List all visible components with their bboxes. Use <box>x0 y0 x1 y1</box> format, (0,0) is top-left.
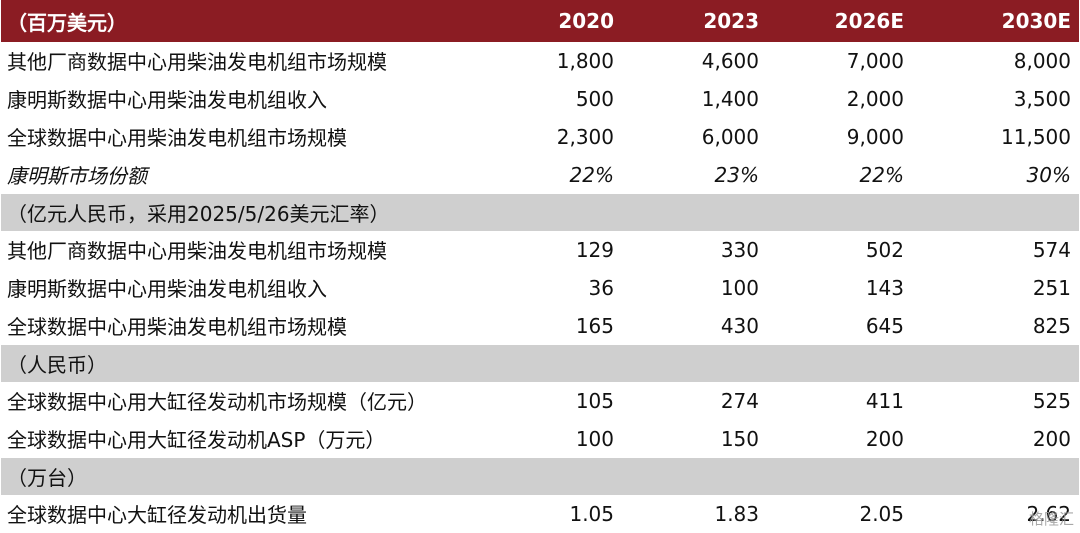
unit-label: （百万美元） <box>1 0 479 42</box>
header-row: （百万美元） 2020 2023 2026E 2030E <box>1 0 1079 42</box>
row-label: 康明斯数据中心用柴油发电机组收入 <box>1 268 479 307</box>
cell-value: 500 <box>479 79 622 118</box>
cell-value: 7,000 <box>767 42 912 80</box>
table-row: 其他厂商数据中心用柴油发电机组市场规模 1,800 4,600 7,000 8,… <box>1 42 1079 80</box>
row-label: 全球数据中心用大缸径发动机市场规模（亿元） <box>1 382 479 420</box>
cell-value: 502 <box>767 231 912 269</box>
cell-value: 251 <box>912 268 1079 307</box>
cell-value: 2,000 <box>767 79 912 118</box>
cell-value: 274 <box>622 382 767 420</box>
row-label: 其他厂商数据中心用柴油发电机组市场规模 <box>1 231 479 269</box>
cell-value: 100 <box>479 419 622 458</box>
cell-value: 200 <box>912 419 1079 458</box>
cell-value: 165 <box>479 306 622 345</box>
row-label: 其他厂商数据中心用柴油发电机组市场规模 <box>1 42 479 80</box>
section-title: （人民币） <box>1 344 1079 382</box>
row-label: 康明斯数据中心用柴油发电机组收入 <box>1 79 479 118</box>
cell-value: 574 <box>912 231 1079 269</box>
section-header: （人民币） <box>1 344 1079 382</box>
cell-value: 8,000 <box>912 42 1079 80</box>
table-row: 康明斯数据中心用柴油发电机组收入 500 1,400 2,000 3,500 <box>1 79 1079 118</box>
cell-value: 1,800 <box>479 42 622 80</box>
cell-value: 2,300 <box>479 117 622 156</box>
table-row: 全球数据中心用大缸径发动机ASP（万元） 100 150 200 200 <box>1 419 1079 458</box>
cell-value: 11,500 <box>912 117 1079 156</box>
row-label: 全球数据中心用大缸径发动机ASP（万元） <box>1 419 479 458</box>
cell-value: 1,400 <box>622 79 767 118</box>
cell-value: 129 <box>479 231 622 269</box>
year-header: 2023 <box>622 0 767 42</box>
table-row: 全球数据中心用柴油发电机组市场规模 2,300 6,000 9,000 11,5… <box>1 117 1079 156</box>
cell-value: 105 <box>479 382 622 420</box>
cell-value: 36 <box>479 268 622 307</box>
row-label: 全球数据中心用柴油发电机组市场规模 <box>1 306 479 345</box>
cell-value: 430 <box>622 306 767 345</box>
cell-value: 100 <box>622 268 767 307</box>
section-title: （万台） <box>1 457 1079 495</box>
cell-value: 645 <box>767 306 912 345</box>
table-row: 全球数据中心用柴油发电机组市场规模 165 430 645 825 <box>1 306 1079 345</box>
table-row: 全球数据中心用大缸径发动机市场规模（亿元） 105 274 411 525 <box>1 382 1079 420</box>
table-row: 全球数据中心大缸径发动机出货量 1.05 1.83 2.05 2.62 <box>1 495 1079 533</box>
row-label: 全球数据中心用柴油发电机组市场规模 <box>1 117 479 156</box>
cell-value: 150 <box>622 419 767 458</box>
cell-value: 143 <box>767 268 912 307</box>
year-header: 2020 <box>479 0 622 42</box>
cell-value: 30% <box>912 155 1079 194</box>
cell-value: 1.83 <box>622 495 767 533</box>
section-header: （万台） <box>1 457 1079 495</box>
cell-value: 525 <box>912 382 1079 420</box>
section-header: （亿元人民币，采用2025/5/26美元汇率） <box>1 193 1079 231</box>
cell-value: 330 <box>622 231 767 269</box>
cell-value: 23% <box>622 155 767 194</box>
cell-value: 9,000 <box>767 117 912 156</box>
table-row: 康明斯数据中心用柴油发电机组收入 36 100 143 251 <box>1 268 1079 307</box>
cell-value: 200 <box>767 419 912 458</box>
cell-value: 1.05 <box>479 495 622 533</box>
section-title: （亿元人民币，采用2025/5/26美元汇率） <box>1 193 1079 231</box>
watermark-logo: 格隆汇 <box>1028 510 1074 528</box>
cell-value: 2.62 <box>912 495 1079 533</box>
year-header: 2026E <box>767 0 912 42</box>
year-header: 2030E <box>912 0 1079 42</box>
cell-value: 825 <box>912 306 1079 345</box>
cell-value: 22% <box>479 155 622 194</box>
cell-value: 2.05 <box>767 495 912 533</box>
table-row: 康明斯市场份额 22% 23% 22% 30% <box>1 155 1079 194</box>
cell-value: 6,000 <box>622 117 767 156</box>
cell-value: 4,600 <box>622 42 767 80</box>
cell-value: 22% <box>767 155 912 194</box>
cell-value: 411 <box>767 382 912 420</box>
row-label: 全球数据中心大缸径发动机出货量 <box>1 495 479 533</box>
row-label: 康明斯市场份额 <box>1 155 479 194</box>
cell-value: 3,500 <box>912 79 1079 118</box>
table-row: 其他厂商数据中心用柴油发电机组市场规模 129 330 502 574 <box>1 231 1079 269</box>
